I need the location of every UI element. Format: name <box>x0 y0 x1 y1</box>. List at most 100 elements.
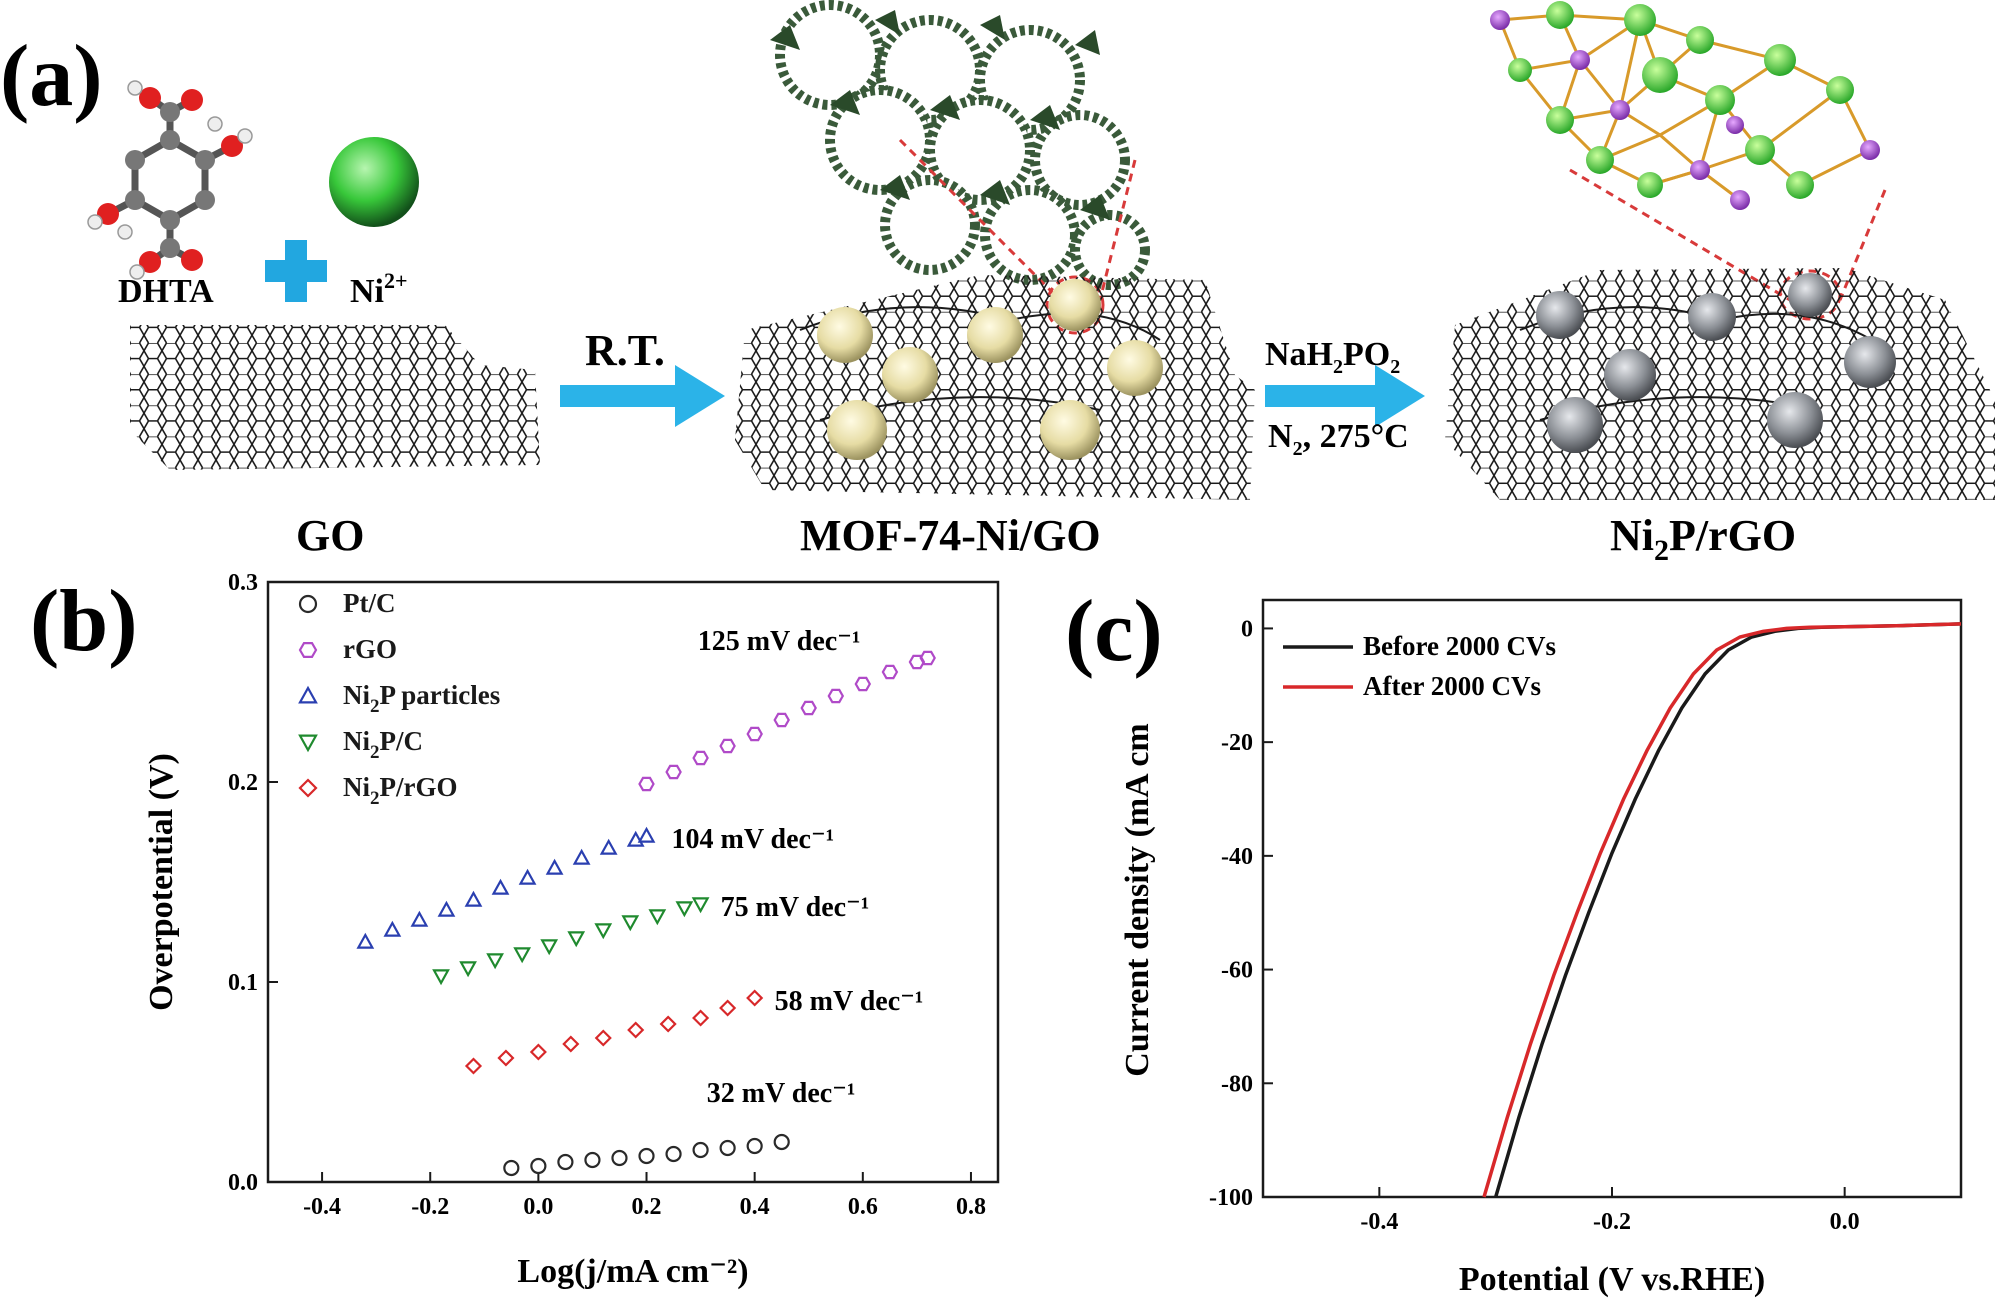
data-point <box>637 826 656 843</box>
data-point <box>692 1009 710 1027</box>
data-point <box>567 931 586 948</box>
y-tick-label: -60 <box>1221 958 1253 984</box>
rt-step-label: R.T. <box>585 326 665 375</box>
data-point <box>746 726 763 742</box>
ni2p-crystal-inset <box>1490 1 1880 210</box>
data-point <box>627 1021 645 1039</box>
panel-a-letter: (a) <box>0 28 103 125</box>
y-tick-label: -40 <box>1221 844 1253 870</box>
legend-label: rGO <box>343 634 397 664</box>
ni2p-particle <box>1536 291 1584 339</box>
data-point <box>486 953 504 970</box>
conditions-label: N2, 275°C <box>1268 418 1409 460</box>
data-point <box>562 1035 580 1053</box>
y-tick-label: 0.0 <box>228 1170 258 1196</box>
x-tick-label: 0.8 <box>956 1194 986 1220</box>
go-sheet-icon <box>130 325 540 470</box>
data-point <box>621 915 640 932</box>
x-tick-label: 0.6 <box>848 1194 878 1220</box>
data-point <box>648 909 667 926</box>
data-point <box>908 654 926 670</box>
ni2p-rgo-sheet-icon <box>1445 268 1995 500</box>
x-tick-label: 0.4 <box>740 1194 770 1220</box>
data-point <box>594 1029 612 1047</box>
x-tick-label: -0.4 <box>303 1194 341 1220</box>
series-line <box>1494 622 1962 1198</box>
x-tick-label: 0.0 <box>1830 1209 1860 1235</box>
legend-marker <box>298 594 318 614</box>
panel-b: (b) -0.4 -0.2 0.0 0.2 0.4 0.6 0.80.00.10.20.3 … <box>30 570 1000 1290</box>
x-tick-label: -0.4 <box>1360 1209 1398 1235</box>
data-point <box>746 989 764 1007</box>
data-point <box>611 1149 628 1167</box>
series-line <box>1482 622 1962 1198</box>
legend-marker <box>298 778 318 798</box>
ni-ion-sphere-icon <box>329 137 419 227</box>
ni2p-particle <box>1604 349 1656 401</box>
data-point <box>827 688 845 704</box>
data-point <box>659 1015 677 1033</box>
data-point <box>691 897 710 914</box>
y-tick-label: -100 <box>1209 1185 1253 1211</box>
data-point <box>746 1137 763 1155</box>
data-point <box>719 1139 736 1157</box>
data-point <box>692 1141 709 1159</box>
data-point <box>459 961 477 978</box>
slope-annotation: 104 mV dec⁻¹ <box>672 824 835 855</box>
dhta-molecule-icon <box>87 80 253 280</box>
chart-c-legend: Before 2000 CVs After 2000 CVs <box>1283 631 1556 701</box>
data-point <box>665 1145 682 1163</box>
mof-particle <box>817 307 873 363</box>
data-point <box>437 900 456 917</box>
data-point <box>626 830 645 847</box>
y-tick-label: -80 <box>1221 1071 1253 1097</box>
chart-c-ylabel: Current density (mA cm <box>1119 723 1156 1077</box>
data-point <box>599 838 618 855</box>
data-point <box>919 650 936 666</box>
mof-particle <box>882 347 938 403</box>
data-point <box>594 923 613 940</box>
y-tick-label: 0 <box>1241 616 1253 642</box>
chart-b-annotations: 32 mV dec⁻¹ 125 mV dec⁻¹ 104 mV dec⁻¹ 75 mV… <box>672 626 924 1109</box>
data-point <box>854 676 872 692</box>
data-point <box>719 738 736 754</box>
mof-particle <box>827 400 887 460</box>
data-point <box>638 776 655 792</box>
mof-go-label: MOF-74-Ni/GO <box>800 511 1101 560</box>
legend-label: After 2000 CVs <box>1363 671 1541 701</box>
plus-icon <box>265 240 327 302</box>
phosphidation-arrow-icon <box>1265 365 1425 427</box>
data-point <box>719 999 737 1017</box>
data-point <box>513 947 532 964</box>
chart-b-ylabel: Overpotential (V) <box>143 753 180 1011</box>
x-tick-label: -0.2 <box>411 1194 449 1220</box>
data-point <box>503 1159 520 1177</box>
mof-particle <box>1107 340 1163 396</box>
data-point <box>572 848 591 865</box>
data-point <box>518 868 537 885</box>
data-point <box>665 764 682 780</box>
legend-label: Before 2000 CVs <box>1363 631 1556 661</box>
legend-label: Pt/C <box>343 588 395 618</box>
legend-marker <box>298 734 318 753</box>
mof-particle <box>1049 279 1101 331</box>
panel-c: (c) -0.4 -0.2 0.0 0 -20 -40 -60 -80 -100 Before … <box>1065 583 1963 1298</box>
data-point <box>491 878 510 895</box>
data-point <box>773 1133 790 1151</box>
mof-go-sheet-icon <box>735 275 1255 500</box>
ni2p-particle <box>1688 293 1736 341</box>
chart-b-xlabel: Log(j/mA cm⁻²) <box>517 1253 748 1290</box>
chart-b-ticks: -0.4 -0.2 0.0 0.2 0.4 0.6 0.8 0.0 0.1 0.2 0.3 <box>228 570 986 1220</box>
y-tick-label: -20 <box>1221 730 1253 756</box>
data-point <box>675 901 694 918</box>
y-tick-label: 0.3 <box>228 570 258 596</box>
chart-c-lines <box>1482 622 1962 1198</box>
ni2p-particle <box>1767 392 1823 448</box>
legend-label: Ni2P/rGO <box>343 772 457 809</box>
ni2p-particle <box>1844 336 1896 388</box>
mof-framework-inset <box>770 0 1150 290</box>
legend-marker <box>298 641 318 659</box>
chart-b-points <box>356 650 936 1177</box>
data-point <box>773 712 790 728</box>
